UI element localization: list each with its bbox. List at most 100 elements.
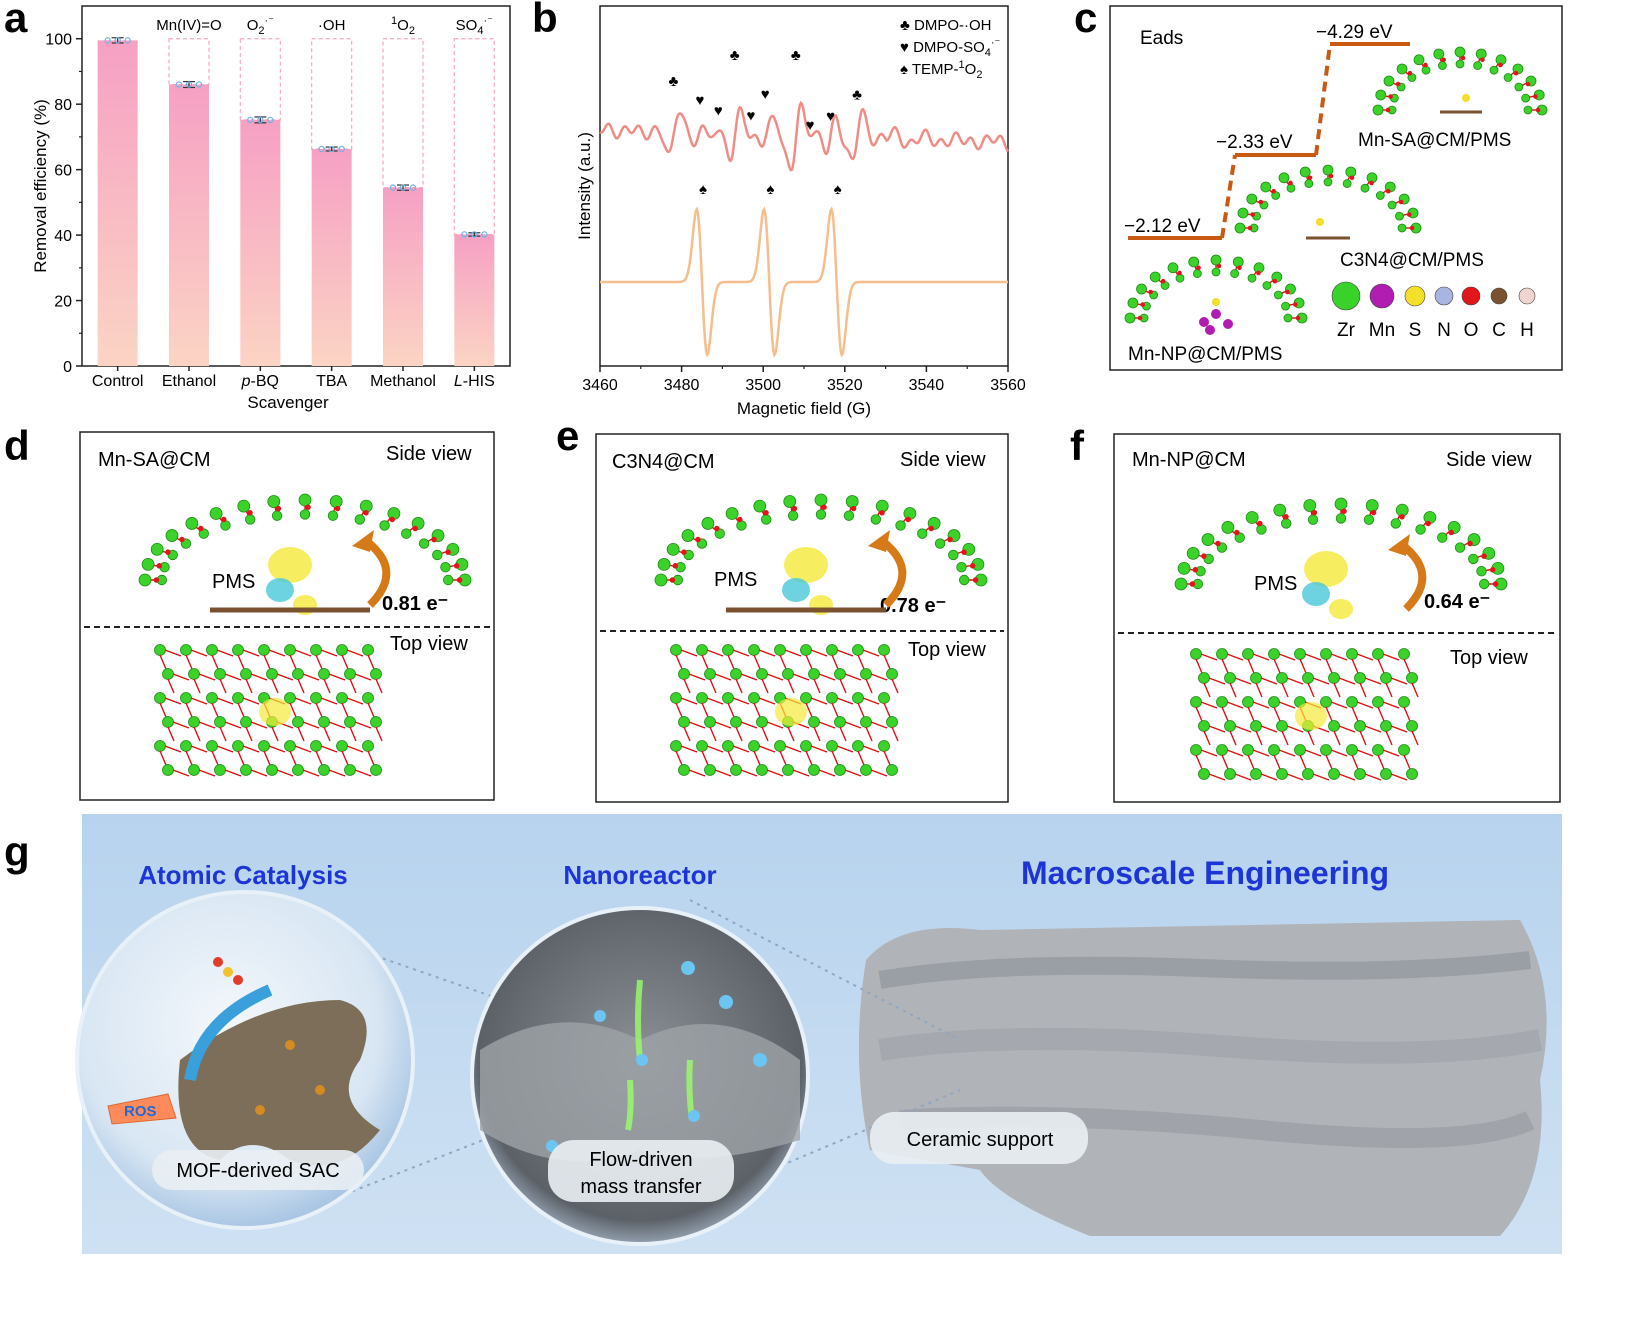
panel-e-top-view: Top view bbox=[908, 639, 986, 661]
x-tick-label: 3520 bbox=[827, 377, 863, 394]
peak-marker: ♣ bbox=[669, 73, 679, 90]
x-tick-label: 3500 bbox=[745, 377, 781, 394]
reference-bar bbox=[453, 38, 495, 236]
panel-e-frame bbox=[595, 433, 1009, 803]
replicate-point bbox=[185, 81, 193, 88]
element-symbol: S bbox=[1409, 320, 1422, 341]
reference-bar bbox=[168, 38, 210, 86]
element-symbol: H bbox=[1520, 320, 1534, 341]
species-label: Mn(IV)=O bbox=[156, 17, 221, 34]
panel-label-d: d bbox=[4, 422, 30, 469]
panel-c: c Eads −2.12 eV −2.33 eV −4.29 eV Mn-SA@… bbox=[1074, 0, 1563, 371]
panel-d-top-view: Top view bbox=[390, 633, 468, 655]
x-tick-label: TBA bbox=[316, 373, 347, 390]
panel-e-structures bbox=[654, 493, 988, 777]
spectrum-temp bbox=[600, 206, 1008, 358]
panel-f-charge: 0.64 e⁻ bbox=[1424, 591, 1490, 613]
heading-nanoreactor: Nanoreactor bbox=[563, 860, 716, 890]
panel-f-structures bbox=[1174, 497, 1508, 781]
structure-label-mn-np: Mn-NP@CM/PMS bbox=[1128, 344, 1282, 365]
y-axis-label: Intensity (a.u.) bbox=[575, 132, 594, 240]
panel-d-frame bbox=[79, 431, 495, 801]
bubble-2-label-line1: Flow-driven bbox=[589, 1149, 692, 1171]
label-pill-3 bbox=[870, 1112, 1088, 1164]
element-swatch bbox=[1434, 286, 1454, 306]
element-symbol: Zr bbox=[1337, 320, 1356, 341]
y-tick-label: 60 bbox=[54, 163, 72, 180]
replicate-point bbox=[195, 81, 203, 88]
panel-b: b 3460 3480 3500 3520 3540 3560 Magnetic field… bbox=[532, 0, 1026, 418]
zoom-line-3 bbox=[689, 899, 961, 1041]
water-droplets bbox=[546, 961, 767, 1152]
zoom-line-2 bbox=[329, 1109, 561, 1201]
legend-entry: ♣ DMPO-·OH bbox=[900, 17, 992, 34]
legend-entry: ♥ DMPO-SO4·⁻ bbox=[900, 37, 1001, 59]
replicate-point bbox=[318, 145, 325, 153]
replicate-point bbox=[399, 184, 407, 191]
ceramic-label: Ceramic support bbox=[907, 1129, 1054, 1151]
replicate-point bbox=[257, 116, 264, 124]
bar-Ethanol bbox=[169, 84, 209, 366]
panel-d-charge: 0.81 e⁻ bbox=[382, 593, 448, 615]
panel-a: a 0 20 40 60 80 100 Removal efficiency (%) Cont… bbox=[4, 0, 511, 412]
panel-f-top-view: Top view bbox=[1450, 647, 1528, 669]
structure-mn-np bbox=[1124, 254, 1308, 335]
bar-plot-frame bbox=[81, 5, 511, 367]
panel-e-side-view: Side view bbox=[900, 449, 986, 471]
heading-macroscale: Macroscale Engineering bbox=[1021, 855, 1389, 891]
legend-entry: ♠ TEMP-1O2 bbox=[900, 59, 982, 81]
element-symbol: Mn bbox=[1369, 320, 1395, 341]
label-pill-2 bbox=[548, 1140, 734, 1202]
y-tick-label: 80 bbox=[54, 97, 72, 114]
panel-f-title: Mn-NP@CM bbox=[1132, 449, 1246, 471]
bar-L-HIS bbox=[454, 234, 495, 366]
level-1-value: −2.12 eV bbox=[1124, 216, 1201, 237]
bar-Methanol bbox=[383, 187, 423, 366]
panel-d-title: Mn-SA@CM bbox=[98, 449, 211, 471]
element-symbol: N bbox=[1437, 320, 1451, 341]
replicate-point bbox=[471, 231, 478, 238]
ros-label: ROS bbox=[124, 1103, 157, 1120]
x-tick-label: 3460 bbox=[582, 377, 618, 394]
panel-label-c: c bbox=[1074, 0, 1097, 41]
panel-f-pms: PMS bbox=[1254, 573, 1297, 595]
element-legend: Zr Mn S N O C H bbox=[1331, 281, 1536, 341]
reference-bar bbox=[311, 38, 353, 150]
structure-label-c3n4: C3N4@CM/PMS bbox=[1340, 250, 1484, 271]
species-label: ·OH bbox=[318, 17, 346, 34]
replicate-point bbox=[481, 231, 488, 238]
peak-marker: ♣ bbox=[730, 47, 740, 64]
level-2-value: −2.33 eV bbox=[1216, 132, 1293, 153]
epr-chart: 3460 3480 3500 3520 3540 3560 Magnetic field (… bbox=[575, 17, 1026, 418]
bar-chart: 0 20 40 60 80 100 Removal efficiency (%) Contro… bbox=[31, 5, 511, 412]
panel-e-title: C3N4@CM bbox=[612, 451, 715, 473]
peak-marker: ♥ bbox=[747, 107, 756, 124]
replicate-point bbox=[389, 184, 397, 191]
x-tick-label: p-BQ bbox=[241, 373, 279, 390]
peak-marker: ♥ bbox=[761, 86, 770, 103]
replicate-point bbox=[104, 37, 111, 44]
replicate-point bbox=[114, 37, 121, 44]
peak-marker: ♥ bbox=[826, 108, 835, 125]
y-tick-label: 100 bbox=[45, 32, 72, 49]
y-tick-label: 20 bbox=[54, 294, 72, 311]
replicate-point bbox=[409, 184, 417, 191]
replicate-point bbox=[461, 231, 468, 238]
label-pill-1 bbox=[152, 1150, 364, 1190]
panel-label-b: b bbox=[532, 0, 558, 41]
x-tick-label: 3480 bbox=[664, 377, 700, 394]
peak-marker-temp: ♠ bbox=[766, 181, 774, 198]
y-tick-label: 0 bbox=[63, 359, 72, 376]
reference-bar bbox=[239, 38, 281, 121]
bar-TBA bbox=[311, 149, 352, 366]
element-swatch bbox=[1490, 287, 1508, 305]
panel-f: f Mn-NP@CM Side view Top view PMS 0.64 e… bbox=[1070, 422, 1561, 803]
replicate-point bbox=[247, 116, 254, 124]
structure-mn-sa bbox=[1372, 46, 1548, 116]
panel-label-a: a bbox=[4, 0, 28, 41]
x-tick-label: Ethanol bbox=[162, 373, 216, 390]
panel-e: e C3N4@CM Side view Top view PMS 0.78 e⁻ bbox=[556, 412, 1009, 803]
heading-atomic-catalysis: Atomic Catalysis bbox=[138, 860, 348, 890]
element-swatch bbox=[1461, 286, 1481, 306]
